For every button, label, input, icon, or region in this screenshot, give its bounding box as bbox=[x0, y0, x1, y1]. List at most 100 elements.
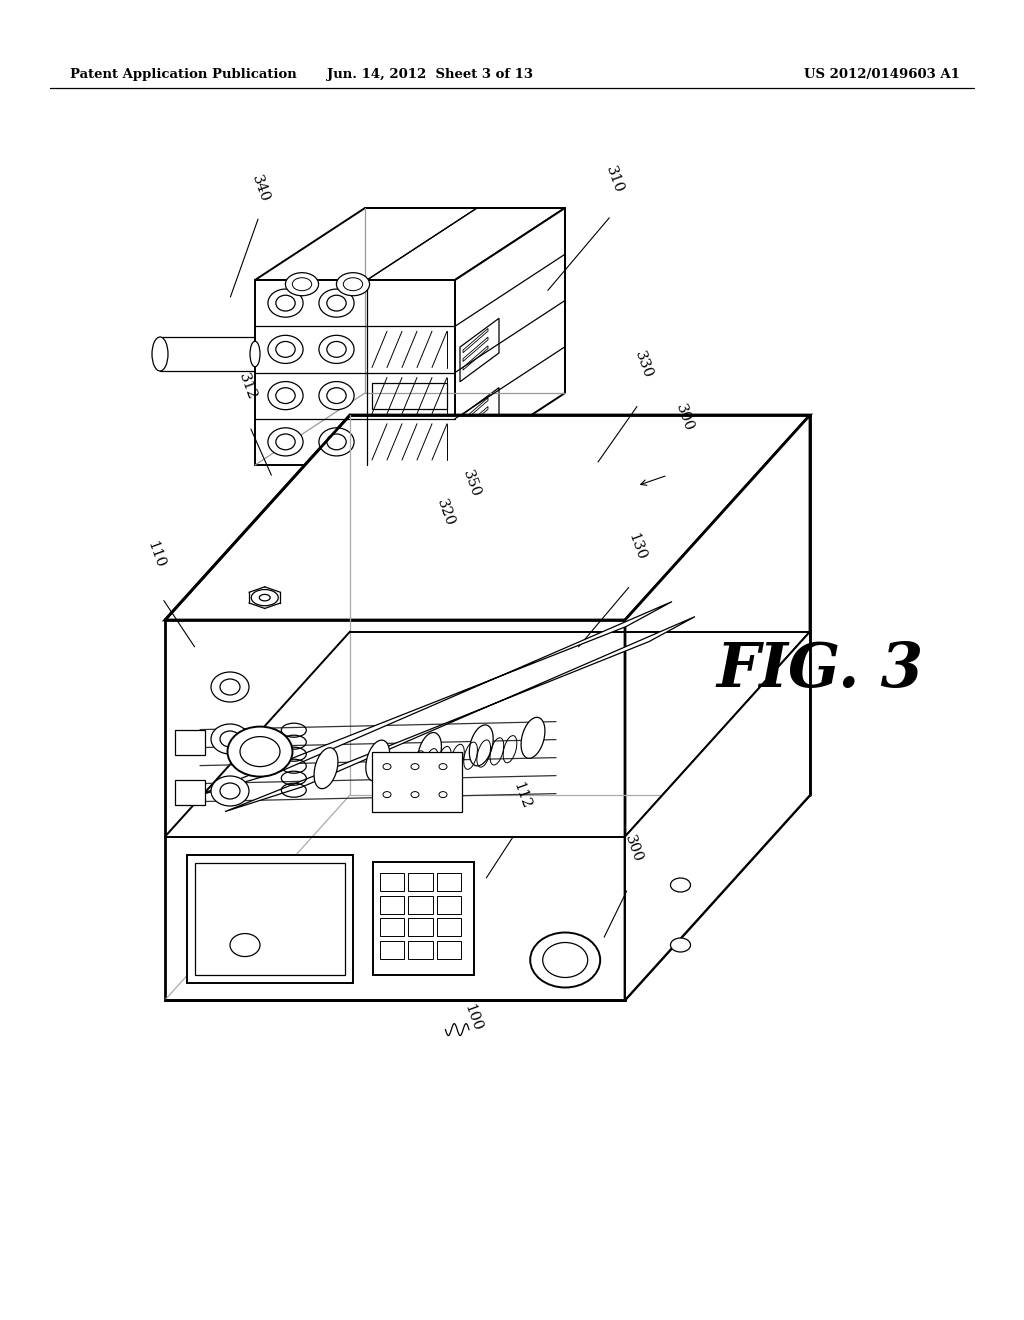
Polygon shape bbox=[195, 862, 345, 975]
Polygon shape bbox=[195, 602, 672, 796]
Polygon shape bbox=[409, 941, 433, 960]
Text: 330: 330 bbox=[632, 348, 654, 380]
Polygon shape bbox=[463, 337, 488, 362]
Ellipse shape bbox=[268, 428, 303, 455]
Polygon shape bbox=[380, 919, 404, 936]
Ellipse shape bbox=[292, 277, 311, 290]
Polygon shape bbox=[625, 414, 810, 1001]
Polygon shape bbox=[372, 383, 447, 409]
Polygon shape bbox=[409, 873, 433, 891]
Polygon shape bbox=[225, 616, 695, 812]
Ellipse shape bbox=[327, 434, 346, 450]
Text: 130: 130 bbox=[626, 532, 648, 562]
Text: 112: 112 bbox=[510, 780, 532, 810]
Ellipse shape bbox=[275, 296, 295, 312]
Ellipse shape bbox=[318, 381, 354, 409]
Ellipse shape bbox=[268, 335, 303, 363]
Polygon shape bbox=[187, 854, 352, 983]
Ellipse shape bbox=[275, 434, 295, 450]
Polygon shape bbox=[175, 780, 205, 805]
Ellipse shape bbox=[418, 733, 441, 774]
Polygon shape bbox=[380, 941, 404, 960]
Polygon shape bbox=[372, 751, 462, 812]
Ellipse shape bbox=[286, 273, 318, 296]
Ellipse shape bbox=[152, 337, 168, 371]
Ellipse shape bbox=[337, 273, 370, 296]
Polygon shape bbox=[455, 209, 565, 465]
Text: 300: 300 bbox=[623, 833, 645, 865]
Ellipse shape bbox=[268, 381, 303, 409]
Polygon shape bbox=[437, 895, 462, 913]
Polygon shape bbox=[175, 730, 205, 755]
Ellipse shape bbox=[211, 672, 249, 702]
Ellipse shape bbox=[275, 342, 295, 358]
Polygon shape bbox=[165, 620, 625, 1001]
Text: 300: 300 bbox=[673, 401, 695, 433]
Polygon shape bbox=[463, 397, 488, 422]
Polygon shape bbox=[372, 429, 447, 455]
Text: FIG. 3: FIG. 3 bbox=[717, 640, 924, 700]
Ellipse shape bbox=[383, 792, 391, 797]
Ellipse shape bbox=[275, 388, 295, 404]
Polygon shape bbox=[409, 895, 433, 913]
Polygon shape bbox=[437, 941, 462, 960]
Text: 100: 100 bbox=[462, 1003, 484, 1034]
Text: Patent Application Publication: Patent Application Publication bbox=[70, 69, 297, 81]
Polygon shape bbox=[380, 873, 404, 891]
Ellipse shape bbox=[240, 737, 280, 767]
Polygon shape bbox=[463, 407, 488, 430]
Text: 312: 312 bbox=[237, 372, 259, 403]
Polygon shape bbox=[373, 862, 474, 975]
Ellipse shape bbox=[318, 335, 354, 363]
Polygon shape bbox=[463, 346, 488, 370]
Polygon shape bbox=[463, 329, 488, 352]
Ellipse shape bbox=[230, 933, 260, 957]
Ellipse shape bbox=[343, 277, 362, 290]
Ellipse shape bbox=[327, 296, 346, 312]
Ellipse shape bbox=[220, 731, 240, 747]
Ellipse shape bbox=[411, 792, 419, 797]
Text: 110: 110 bbox=[144, 540, 167, 570]
Ellipse shape bbox=[439, 792, 447, 797]
Polygon shape bbox=[460, 318, 499, 381]
Ellipse shape bbox=[251, 590, 279, 606]
Ellipse shape bbox=[327, 342, 346, 358]
Ellipse shape bbox=[220, 678, 240, 696]
Ellipse shape bbox=[469, 725, 494, 766]
Ellipse shape bbox=[318, 289, 354, 317]
Polygon shape bbox=[409, 919, 433, 936]
Ellipse shape bbox=[671, 878, 690, 892]
Text: 320: 320 bbox=[434, 496, 457, 528]
Polygon shape bbox=[165, 414, 810, 620]
Text: 350: 350 bbox=[460, 467, 482, 499]
Polygon shape bbox=[255, 209, 565, 280]
Ellipse shape bbox=[268, 289, 303, 317]
Ellipse shape bbox=[314, 747, 338, 788]
Ellipse shape bbox=[318, 428, 354, 455]
Ellipse shape bbox=[383, 763, 391, 770]
Text: Jun. 14, 2012  Sheet 3 of 13: Jun. 14, 2012 Sheet 3 of 13 bbox=[327, 69, 534, 81]
Polygon shape bbox=[380, 895, 404, 913]
Ellipse shape bbox=[220, 783, 240, 799]
Ellipse shape bbox=[227, 726, 293, 776]
Text: 310: 310 bbox=[603, 165, 626, 195]
Ellipse shape bbox=[250, 342, 260, 367]
Text: US 2012/0149603 A1: US 2012/0149603 A1 bbox=[804, 69, 961, 81]
Ellipse shape bbox=[671, 939, 690, 952]
Ellipse shape bbox=[211, 776, 249, 807]
Ellipse shape bbox=[217, 924, 272, 966]
Polygon shape bbox=[625, 631, 810, 1001]
Polygon shape bbox=[463, 416, 488, 440]
Text: 340: 340 bbox=[249, 173, 271, 205]
Ellipse shape bbox=[366, 741, 390, 781]
Ellipse shape bbox=[521, 717, 545, 758]
Polygon shape bbox=[437, 873, 462, 891]
Ellipse shape bbox=[411, 763, 419, 770]
Ellipse shape bbox=[543, 942, 588, 978]
Ellipse shape bbox=[439, 763, 447, 770]
Polygon shape bbox=[460, 388, 499, 451]
Ellipse shape bbox=[211, 723, 249, 754]
Polygon shape bbox=[255, 280, 455, 465]
Polygon shape bbox=[437, 919, 462, 936]
Ellipse shape bbox=[530, 932, 600, 987]
